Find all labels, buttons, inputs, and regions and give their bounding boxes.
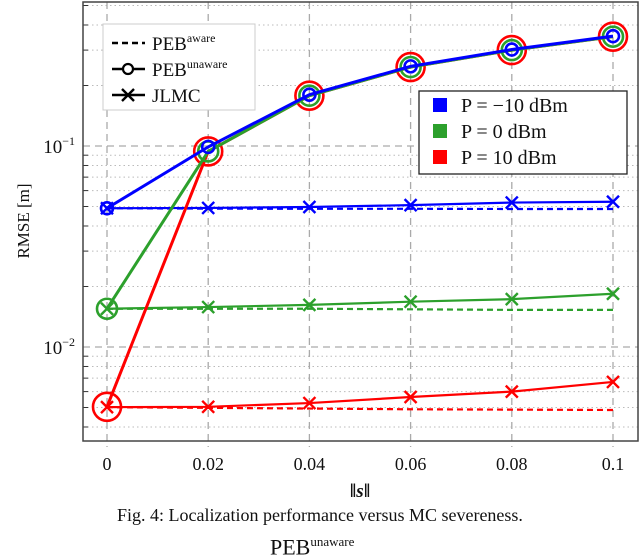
legend-label: P = 10 dBm	[461, 147, 557, 169]
data-point-circle	[395, 51, 426, 83]
data-point-circle	[95, 297, 119, 321]
data-point-cross	[201, 201, 216, 215]
x-axis-label: ‖s‖	[350, 481, 371, 502]
series-line	[106, 292, 614, 310]
data-point-cross	[403, 390, 418, 404]
series-aware	[107, 307, 613, 311]
cut-text-main: PEB	[270, 534, 311, 560]
data-point-circle	[496, 34, 528, 66]
series-line	[106, 380, 614, 409]
data-point-circle	[403, 59, 418, 74]
x-tick-label: 0	[103, 454, 112, 474]
data-point-cross	[403, 198, 418, 212]
data-point-cross	[403, 294, 418, 309]
data-point-circle	[192, 136, 224, 167]
legend-label: P = 0 dBm	[461, 121, 547, 143]
data-point-circle	[302, 87, 317, 102]
data-point-cross	[100, 400, 114, 415]
data-point-cross	[504, 384, 519, 399]
data-point-circle	[99, 200, 115, 216]
data-point-circle	[504, 42, 520, 57]
data-point-cross	[201, 399, 216, 414]
legend-label: PEBaware	[152, 31, 216, 55]
x-tick-label: 0.02	[192, 454, 224, 474]
data-point-cross	[606, 194, 620, 209]
x-tick-label: 0.04	[294, 454, 326, 474]
data-point-cross	[606, 286, 620, 301]
series-line	[106, 34, 614, 210]
x-tick-label: 0.06	[395, 454, 427, 474]
legend-color-swatch	[433, 124, 447, 138]
cut-off-body-text: PEBunaware	[270, 534, 354, 560]
figure-caption: Fig. 4: Localization performance versus …	[117, 505, 523, 525]
data-point-circle	[200, 139, 216, 155]
rmse-chart: 10−1 10−2 0 0.02 0.04 0.06 0.08 0.1 ‖s‖ RMSE [m] P…	[14, 1, 639, 502]
series-jlmc	[100, 375, 620, 415]
data-point-cross	[504, 292, 519, 307]
legend-color-swatch	[433, 150, 447, 164]
data-point-cross	[302, 298, 317, 312]
data-point-circle	[294, 80, 325, 111]
legend-color-swatch	[433, 98, 447, 112]
data-point-cross	[504, 195, 519, 210]
y-tick-label: 10−2	[43, 335, 75, 359]
legend-box	[418, 90, 628, 175]
cut-text-sup: unaware	[310, 534, 355, 549]
legend-label: PEBunaware	[152, 57, 228, 81]
y-tick-label: 10−1	[43, 134, 75, 158]
plot-frame	[82, 1, 639, 442]
data-point-circle	[298, 84, 321, 107]
data-point-circle	[91, 391, 123, 423]
data-point-circle	[399, 55, 422, 79]
data-point-cross	[302, 396, 317, 410]
legend-label: JLMC	[152, 86, 201, 107]
data-point-cross	[606, 375, 620, 389]
x-tick-label: 0.08	[496, 454, 528, 474]
legend-label: P = −10 dBm	[461, 95, 568, 117]
x-tick-label: 0.1	[602, 454, 625, 474]
data-point-cross	[302, 200, 317, 214]
legend-cross-icon	[121, 88, 135, 102]
data-point-circle	[605, 28, 621, 44]
legend-circle-icon	[121, 62, 135, 76]
y-axis-label: RMSE [m]	[14, 183, 33, 258]
series-unaware	[99, 28, 621, 216]
data-point-cross	[201, 300, 216, 314]
series-line	[107, 307, 613, 311]
color-legend: P = −10 dBm P = 0 dBm P = 10 dBm	[418, 90, 628, 175]
series-line	[106, 200, 614, 210]
